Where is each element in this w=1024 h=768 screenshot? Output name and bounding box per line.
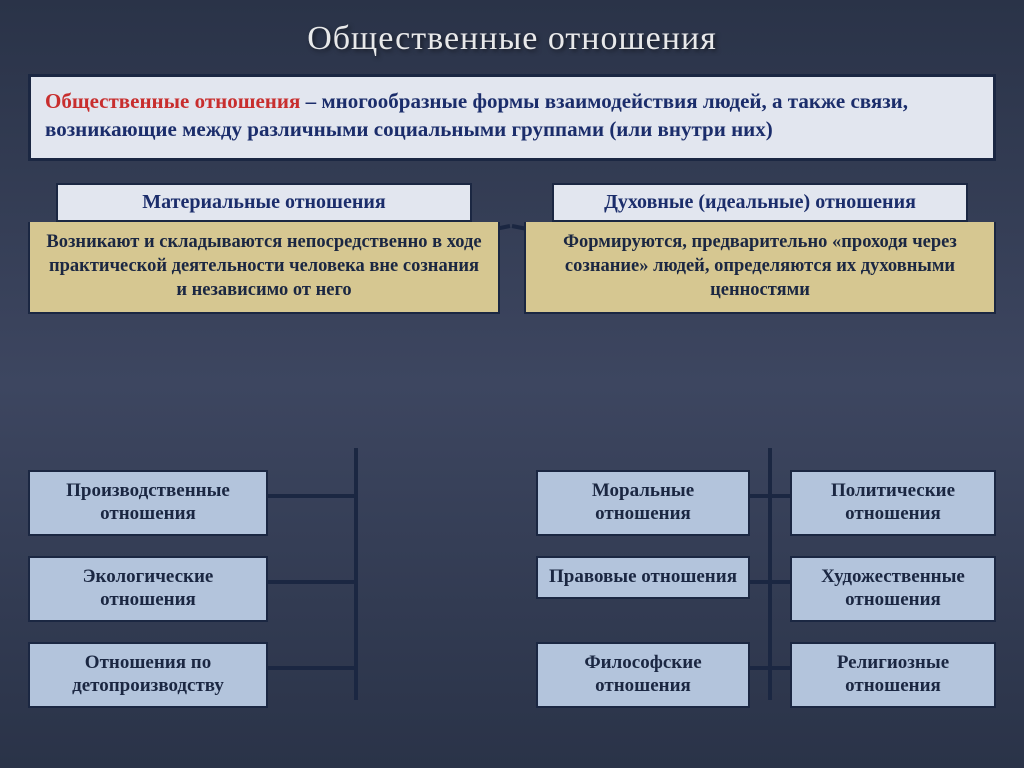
material-desc: Возникают и складываются непосредственно… xyxy=(28,222,500,314)
leaf-legal: Правовые отношения xyxy=(536,556,750,599)
column-spiritual: Духовные (идеальные) отношения Формируют… xyxy=(524,183,996,314)
leaf-artistic: Художественные отношения xyxy=(790,556,996,622)
spiritual-desc: Формируются, предварительно «проходя чер… xyxy=(524,222,996,314)
material-head: Материальные отношения xyxy=(56,183,472,222)
leaf-ecological: Экологические отношения xyxy=(28,556,268,622)
definition-term: Общественные отношения xyxy=(45,89,300,113)
leaf-philosophical: Философские отношения xyxy=(536,642,750,708)
column-material: Материальные отношения Возникают и склад… xyxy=(28,183,500,314)
slide-title: Общественные отношения xyxy=(0,0,1024,74)
spiritual-head: Духовные (идеальные) отношения xyxy=(552,183,968,222)
leaf-religious: Религиозные отношения xyxy=(790,642,996,708)
leaf-childproduction: Отношения по детопроизводству xyxy=(28,642,268,708)
leaf-moral: Моральные отношения xyxy=(536,470,750,536)
leaf-production: Производственные отношения xyxy=(28,470,268,536)
definition-box: Общественные отношения – многообразные ф… xyxy=(28,74,996,161)
leaf-political: Политические отношения xyxy=(790,470,996,536)
